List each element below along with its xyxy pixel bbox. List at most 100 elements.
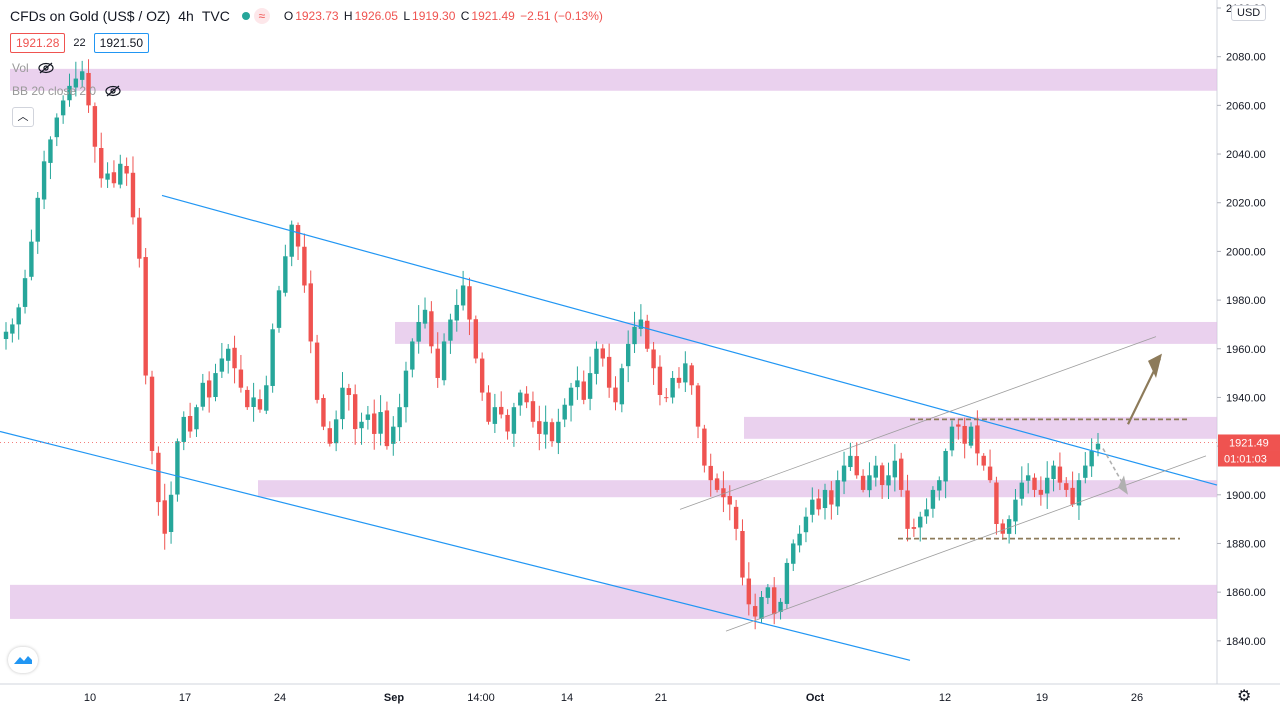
candle [467, 286, 472, 320]
candle [276, 290, 282, 328]
candle [918, 516, 923, 528]
candle [829, 490, 834, 505]
candle [206, 380, 212, 398]
candle [879, 465, 885, 486]
candle [35, 197, 40, 242]
bid-ask-row: 1921.28 22 1921.50 [10, 33, 150, 53]
candle [587, 373, 593, 399]
candle [841, 465, 847, 482]
candle [238, 369, 244, 388]
candle [302, 246, 307, 286]
candle [752, 606, 758, 617]
wave-icon[interactable]: ≈ [253, 8, 270, 24]
candle [511, 407, 517, 434]
candle [892, 460, 898, 478]
buy-button[interactable]: 1921.50 [93, 33, 150, 53]
candle [543, 421, 548, 435]
candle [524, 393, 529, 403]
candle [48, 139, 53, 163]
candle [581, 381, 586, 400]
candle [981, 455, 986, 466]
candle [549, 422, 555, 442]
gear-icon[interactable]: ⚙ [1237, 688, 1252, 705]
candle [860, 475, 866, 490]
currency-label[interactable]: USD [1231, 5, 1267, 21]
candle [124, 165, 129, 174]
zone-3 [744, 416, 1217, 439]
candle [1032, 477, 1037, 490]
symbol-title[interactable]: CFDs on Gold (US$ / OZ) [10, 8, 171, 24]
bollinger-indicator[interactable]: BB 20 close 2 0 [12, 84, 122, 98]
candle [79, 71, 85, 80]
source-label: TVC [201, 8, 230, 24]
candle [1089, 450, 1094, 467]
candle [86, 72, 91, 106]
volume-indicator[interactable]: Vol [12, 61, 55, 75]
candle [308, 283, 313, 342]
x-tick-label: 26 [1131, 692, 1143, 704]
candle [1083, 465, 1088, 478]
candle [60, 100, 66, 116]
tradingview-logo-icon[interactable] [8, 647, 38, 673]
collapse-legend-button[interactable]: ︿ [12, 107, 34, 127]
candle [200, 382, 206, 407]
candle [1013, 499, 1018, 522]
candle [632, 326, 637, 345]
spread-value: 22 [73, 37, 86, 49]
candle [848, 455, 853, 468]
sell-button[interactable]: 1921.28 [10, 33, 66, 53]
candle [651, 349, 656, 369]
candle [854, 456, 859, 476]
candle [968, 426, 974, 446]
candle [175, 441, 180, 495]
candle [791, 543, 796, 564]
volume-label: Vol [12, 61, 29, 75]
candle [73, 78, 79, 88]
candle [289, 224, 294, 257]
eye-off-icon[interactable] [37, 62, 55, 74]
candle [149, 376, 155, 451]
interval-label[interactable]: 4h [178, 8, 194, 24]
candle [505, 414, 510, 432]
countdown-label: 01:01:03 [1224, 453, 1267, 465]
candle [372, 413, 377, 434]
candle [1051, 465, 1056, 480]
x-tick-label: 10 [84, 692, 96, 704]
candle [156, 452, 161, 503]
candle [359, 421, 364, 429]
candle [1064, 483, 1069, 490]
candle [600, 348, 605, 359]
high-value: 1926.05 [354, 9, 398, 23]
candle [1038, 489, 1044, 495]
candle [251, 397, 256, 407]
candle [689, 365, 694, 386]
candle [956, 424, 961, 427]
channel-lower-line [0, 430, 911, 661]
candle [181, 416, 186, 442]
candle [1025, 475, 1031, 481]
candle [314, 342, 320, 400]
eye-off-icon[interactable] [104, 85, 122, 97]
candle [486, 392, 491, 422]
chevron-up-icon: ︿ [17, 111, 29, 123]
candle [759, 597, 764, 619]
candle [664, 397, 669, 399]
candle [778, 601, 783, 612]
bullish-arrow-head [1148, 353, 1162, 378]
y-tick-label: 2020.00 [1226, 198, 1266, 210]
candle [1070, 487, 1075, 505]
zone-5 [10, 584, 1217, 619]
candle [54, 117, 59, 138]
candle [556, 421, 561, 444]
candle [822, 489, 828, 509]
bollinger-label: BB 20 close 2 0 [12, 84, 97, 98]
open-value: 1923.73 [295, 9, 339, 23]
y-tick-label: 1900.00 [1226, 490, 1266, 502]
candle [213, 373, 218, 398]
candle [987, 466, 993, 481]
candle [105, 173, 110, 180]
candle [937, 480, 942, 491]
candle [403, 370, 409, 408]
last-price-label: 1921.49 [1229, 437, 1269, 449]
